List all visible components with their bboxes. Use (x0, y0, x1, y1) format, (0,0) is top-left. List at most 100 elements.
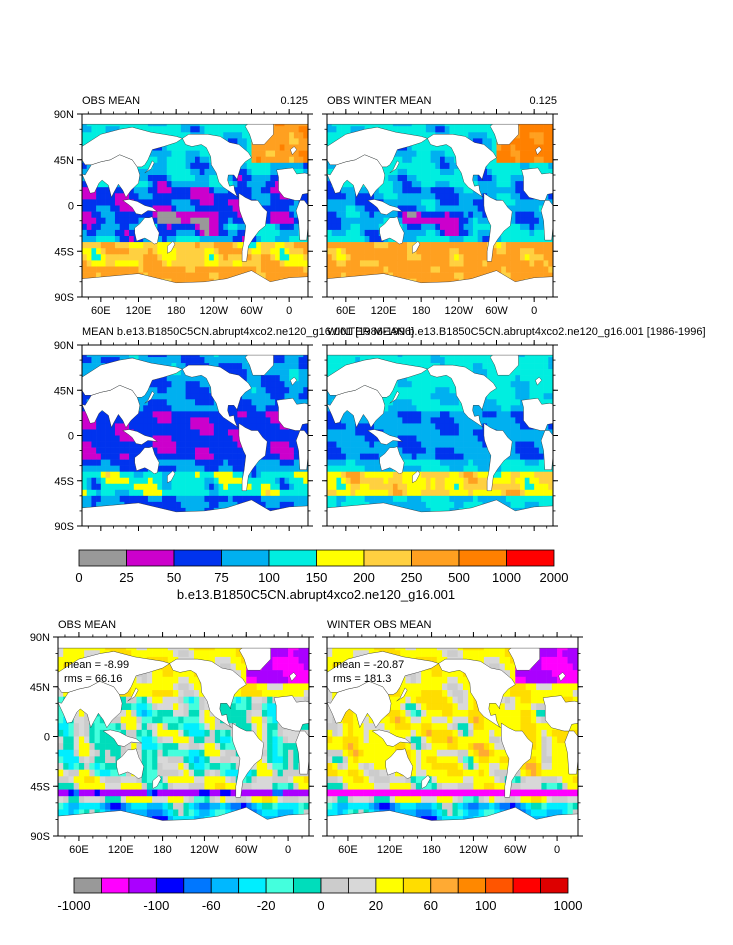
field-cell (472, 181, 478, 188)
field-cell (100, 447, 106, 454)
field-cell (209, 495, 215, 503)
field-cell (147, 248, 153, 255)
field-cell (143, 489, 149, 497)
field-cell (435, 150, 441, 157)
field-cell (223, 223, 229, 231)
field-cell (284, 453, 290, 460)
field-cell (143, 126, 149, 133)
field-cell (543, 150, 549, 157)
field-cell (477, 193, 483, 200)
field-cell (82, 363, 88, 370)
field-cell (359, 211, 365, 218)
field-cell (190, 357, 196, 364)
field-cell (458, 266, 464, 273)
lat-label: 90N (54, 109, 74, 121)
field-cell (293, 168, 299, 176)
field-cell (416, 357, 422, 364)
field-cell (180, 156, 186, 164)
field-cell (548, 260, 553, 267)
field-cell (510, 260, 516, 267)
field-cell (114, 495, 120, 503)
field-cell (421, 248, 427, 255)
field-cell (100, 242, 106, 249)
field-cell (209, 405, 215, 412)
field-cell (341, 205, 347, 212)
field-cell (270, 483, 276, 491)
field-cell (444, 254, 450, 261)
field-cell (256, 465, 262, 472)
field-cell (355, 205, 361, 212)
field-cell (270, 236, 276, 243)
field-cell (166, 260, 172, 267)
field-cell (213, 501, 219, 509)
field-cell (195, 411, 201, 418)
field-cell (180, 441, 186, 448)
field-cell (195, 175, 201, 182)
field-cell (388, 357, 394, 364)
field-cell (195, 187, 201, 194)
field-cell (119, 417, 125, 424)
field-cell (147, 175, 153, 182)
field-cell (265, 168, 271, 176)
field-cell (359, 193, 365, 200)
field-cell (275, 223, 281, 231)
field-cell (289, 223, 295, 231)
field-cell (166, 199, 172, 206)
field-cell (345, 217, 351, 225)
field-cell (180, 453, 186, 460)
field-cell (86, 429, 92, 436)
field-cell (256, 156, 262, 164)
field-cell (341, 254, 347, 261)
field-cell (520, 181, 526, 188)
field-cell (91, 483, 97, 491)
field-cell (270, 132, 276, 139)
field-cell (407, 217, 413, 225)
field-cell (260, 156, 266, 164)
field-cell (133, 447, 139, 454)
field-cell (227, 357, 233, 364)
field-cell (180, 375, 186, 382)
field-cell (444, 168, 450, 176)
field-cell (133, 477, 139, 485)
field-cell (204, 399, 210, 406)
field-cell (345, 205, 351, 212)
field-cell (336, 272, 342, 279)
field-cell (440, 126, 446, 133)
field-cell (425, 211, 431, 218)
field-cell (82, 162, 88, 170)
field-cell (105, 423, 111, 430)
field-cell (341, 126, 347, 133)
field-cell (430, 144, 436, 151)
field-cell (275, 217, 281, 225)
field-cell (430, 242, 436, 249)
field-cell (209, 357, 215, 364)
field-cell (147, 254, 153, 261)
field-cell (284, 489, 290, 497)
field-cell (491, 375, 497, 382)
field-cell (96, 217, 102, 225)
field-cell (279, 465, 285, 472)
field-cell (180, 132, 186, 139)
field-cell (279, 199, 285, 206)
field-cell (425, 260, 431, 267)
field-cell (237, 236, 243, 243)
colorbar-box (73, 877, 102, 894)
field-cell (279, 447, 285, 454)
field-cell (520, 254, 526, 261)
field-cell (468, 126, 474, 133)
field-cell (327, 168, 333, 176)
field-cell (185, 471, 191, 479)
field-cell (510, 242, 516, 249)
field-cell (402, 175, 408, 182)
field-cell (327, 205, 333, 212)
field-cell (534, 144, 540, 151)
field-cell (166, 162, 172, 170)
field-cell (157, 453, 163, 460)
lat-label: 45S (54, 476, 74, 488)
field-cell (430, 223, 436, 231)
field-cell (440, 236, 446, 243)
field-cell (548, 126, 553, 133)
field-cell (204, 465, 210, 472)
field-cell (293, 248, 299, 255)
field-cell (496, 248, 502, 255)
